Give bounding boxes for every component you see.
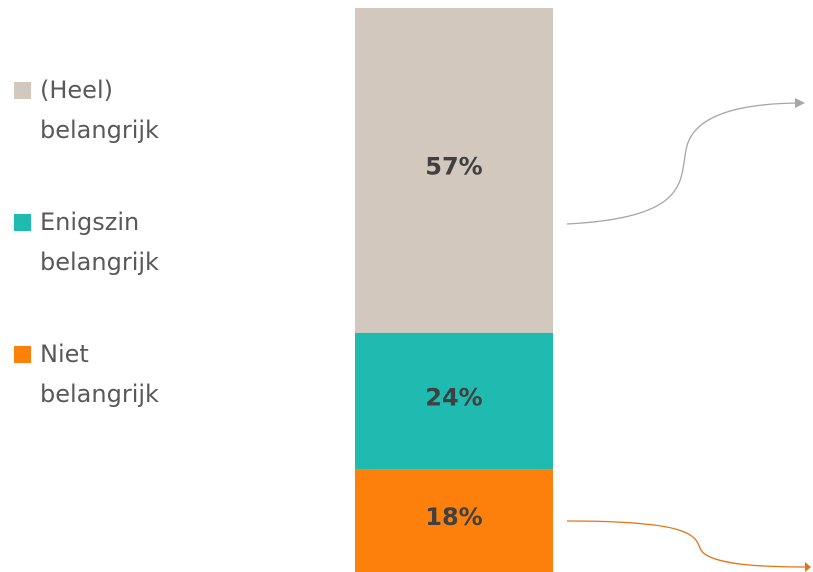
legend-label: Enigszin belangrijk xyxy=(40,208,159,276)
bar-segment xyxy=(355,332,553,470)
arrow-down xyxy=(566,520,811,572)
data-label: 57% xyxy=(425,152,482,180)
legend-item: Enigszin belangrijk xyxy=(14,202,204,282)
legend: (Heel) belangrijk Enigszin belangrijk Niet… xyxy=(14,70,204,466)
legend-swatch xyxy=(14,346,31,363)
data-label: 18% xyxy=(425,503,482,531)
legend-item: (Heel) belangrijk xyxy=(14,70,204,150)
legend-label: (Heel) belangrijk xyxy=(40,76,159,144)
legend-label: Niet belangrijk xyxy=(40,340,159,408)
legend-item: Niet belangrijk xyxy=(14,334,204,414)
legend-swatch xyxy=(14,82,31,99)
bar-segment xyxy=(355,469,553,572)
bar-stack: 57% 24% 18% xyxy=(355,8,553,572)
arrow-up xyxy=(566,98,805,225)
legend-swatch xyxy=(14,214,31,231)
data-label: 24% xyxy=(425,383,482,411)
bar-segment xyxy=(355,8,553,333)
